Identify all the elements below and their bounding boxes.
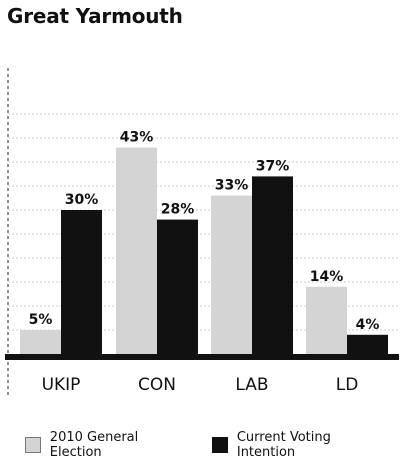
bar-value-label: 33% xyxy=(215,178,249,194)
legend: 2010 General Election Current Voting Int… xyxy=(25,430,411,460)
x-tick-label: UKIP xyxy=(42,375,81,395)
legend-swatch-current xyxy=(212,437,228,453)
bar-2010-con xyxy=(116,147,157,354)
bar-current-con xyxy=(157,219,198,354)
bar-chart: 5% 43% 33% 14% 30% 28% 37% 4% UKIP CON LAB LD xyxy=(5,68,399,395)
legend-label-current: Current Voting Intention xyxy=(236,430,331,460)
bar-value-label: 30% xyxy=(65,192,99,208)
legend-label-2010: 2010 General Election xyxy=(49,430,139,460)
legend-item-current: Current Voting Intention xyxy=(212,430,391,460)
bar-value-label: 28% xyxy=(161,202,195,218)
legend-item-2010: 2010 General Election xyxy=(25,430,192,460)
bar-current-lab xyxy=(252,176,293,354)
x-tick-label: LAB xyxy=(235,375,268,395)
bar-value-label: 43% xyxy=(120,130,154,146)
bar-value-label: 5% xyxy=(29,312,53,328)
x-tick-label: LD xyxy=(336,375,359,395)
bar-2010-ld xyxy=(306,286,347,354)
x-axis-baseline xyxy=(5,354,399,360)
bar-value-label: 14% xyxy=(310,269,344,285)
bar-2010-lab xyxy=(211,195,252,354)
bar-current-ld xyxy=(347,334,388,354)
bar-2010-ukip xyxy=(20,330,61,354)
bar-current-ukip xyxy=(61,210,102,354)
legend-swatch-2010 xyxy=(25,437,41,453)
bar-value-label: 37% xyxy=(256,158,290,174)
x-tick-label: CON xyxy=(138,375,176,395)
bar-value-label: 4% xyxy=(356,317,380,333)
chart-title: Great Yarmouth xyxy=(7,4,183,28)
